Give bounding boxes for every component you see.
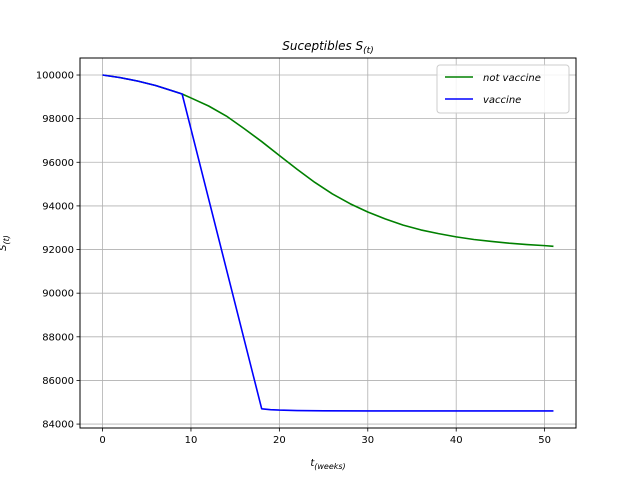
legend-label-vaccine: vaccine (483, 95, 521, 106)
x-tick-label: 40 (450, 435, 463, 446)
x-tick-label: 0 (99, 435, 105, 446)
legend: not vaccine vaccine (436, 64, 570, 114)
y-tick-label: 96000 (42, 158, 74, 169)
y-axis-label: S(t) (0, 235, 11, 251)
x-ticks: 0 10 20 30 40 50 (99, 428, 551, 446)
y-tick-label: 94000 (42, 201, 74, 212)
y-tick-label: 98000 (42, 114, 74, 125)
series-line-vaccine (102, 74, 554, 412)
x-axis-label-subscript: (weeks) (314, 462, 345, 471)
grid-lines (80, 58, 576, 428)
y-axis-label-subscript: (t) (2, 235, 11, 244)
y-tick-label: 100000 (36, 71, 74, 82)
y-tick-label: 90000 (42, 289, 74, 300)
plot-frame (79, 57, 577, 429)
x-tick-label: 20 (273, 435, 286, 446)
y-tick-label: 86000 (42, 376, 74, 387)
x-tick-label: 50 (538, 435, 551, 446)
x-tick-label: 30 (361, 435, 374, 446)
chart-title-subscript: (t) (363, 46, 374, 56)
x-axis-label: t(weeks) (310, 458, 345, 471)
legend-label-not-vaccine: not vaccine (483, 73, 541, 84)
y-ticks: 84000 86000 88000 90000 92000 94000 96000 98000… (36, 71, 80, 431)
y-tick-label: 84000 (42, 420, 74, 431)
series-lines (102, 74, 554, 412)
y-tick-label: 88000 (42, 332, 74, 343)
y-tick-label: 92000 (42, 245, 74, 256)
chart-title: Suceptibles S(t) (282, 39, 373, 56)
x-tick-label: 10 (185, 435, 198, 446)
